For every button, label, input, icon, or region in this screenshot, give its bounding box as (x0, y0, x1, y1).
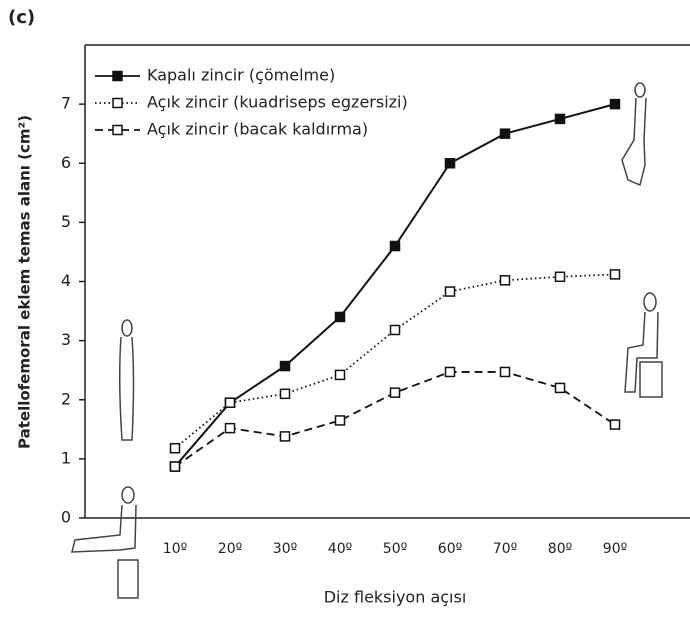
data-point (556, 114, 565, 123)
data-point (391, 325, 400, 334)
data-point (611, 100, 620, 109)
data-point (556, 272, 565, 281)
x-axis-label: Diz fleksiyon açısı (324, 588, 467, 607)
x-tick-label: 80º (548, 541, 572, 557)
series-line (175, 274, 615, 448)
x-tick-label: 60º (438, 541, 462, 557)
y-tick-label: 2 (61, 389, 71, 408)
legend-marker (113, 99, 122, 108)
x-tick-label: 30º (273, 541, 297, 557)
y-tick-label: 4 (61, 271, 71, 290)
series-line (175, 104, 615, 466)
data-point (281, 362, 290, 371)
data-point (501, 276, 510, 285)
data-point (391, 388, 400, 397)
legend-marker (113, 72, 122, 81)
data-point (446, 367, 455, 376)
data-point (611, 420, 620, 429)
y-tick-label: 6 (61, 153, 71, 172)
x-tick-label: 40º (328, 541, 352, 557)
data-point (171, 462, 180, 471)
chart: (c) Diz fleksiyon açısı Patellofemoral e… (0, 0, 690, 617)
data-point (336, 312, 345, 321)
data-point (171, 444, 180, 453)
data-point (391, 242, 400, 251)
legend-marker (113, 126, 122, 135)
sitting-figure-right (625, 293, 662, 397)
data-point (336, 416, 345, 425)
data-point (446, 287, 455, 296)
standing-figure (120, 320, 134, 440)
data-point (501, 367, 510, 376)
y-tick-label: 3 (61, 330, 71, 349)
y-axis-label: Patellofemoral eklem temas alanı (cm²) (16, 115, 34, 449)
data-point (226, 398, 235, 407)
data-point (446, 159, 455, 168)
x-tick-label: 20º (218, 541, 242, 557)
data-point (226, 424, 235, 433)
data-point (281, 432, 290, 441)
y-tick-label: 5 (61, 212, 71, 231)
data-point (556, 383, 565, 392)
y-tick-label: 0 (61, 508, 71, 527)
series-line (175, 372, 615, 467)
data-point (281, 389, 290, 398)
data-point (336, 370, 345, 379)
legend-label: Açık zincir (kuadriseps egzersizi) (147, 93, 408, 112)
panel-label: (c) (8, 7, 35, 28)
x-tick-label: 90º (603, 541, 627, 557)
squat-figure (622, 83, 646, 185)
data-point (611, 270, 620, 279)
data-point (501, 129, 510, 138)
x-tick-label: 10º (163, 541, 187, 557)
y-tick-label: 1 (61, 448, 71, 467)
legend-label: Açık zincir (bacak kaldırma) (147, 120, 368, 139)
legend-label: Kapalı zincir (çömelme) (147, 66, 335, 85)
sitting-figure-left (72, 487, 138, 598)
x-tick-label: 50º (383, 541, 407, 557)
y-tick-label: 7 (61, 94, 71, 113)
x-tick-label: 70º (493, 541, 517, 557)
